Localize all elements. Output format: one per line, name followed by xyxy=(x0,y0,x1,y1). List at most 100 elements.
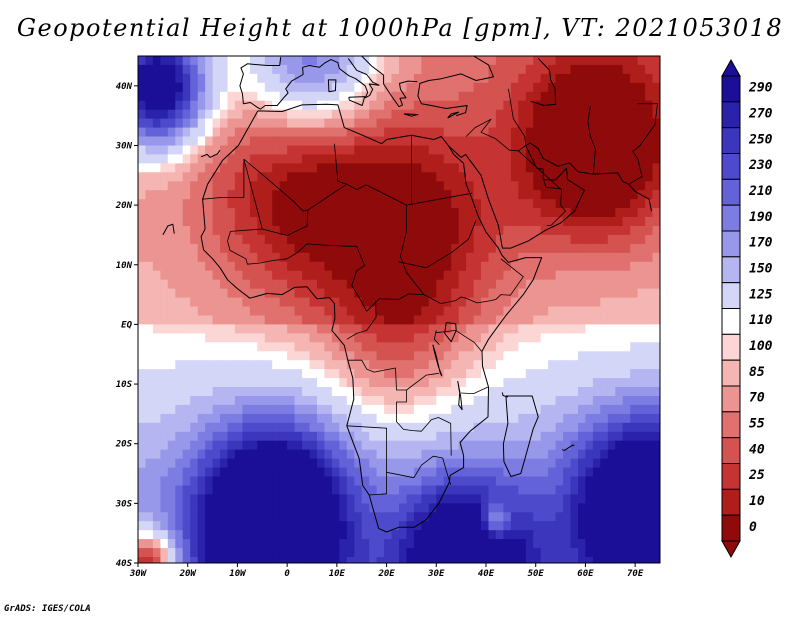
field-cell xyxy=(190,324,199,334)
field-cell xyxy=(421,163,430,173)
field-cell xyxy=(399,467,408,478)
field-cell xyxy=(264,333,273,343)
field-cell xyxy=(540,530,549,540)
field-cell xyxy=(466,557,475,563)
field-cell xyxy=(376,378,385,388)
field-cell xyxy=(652,539,660,549)
field-cell xyxy=(622,458,631,469)
field-cell xyxy=(287,279,296,290)
field-cell xyxy=(555,557,564,563)
coast-cyprus xyxy=(447,111,460,119)
field-cell xyxy=(167,548,176,558)
field-cell xyxy=(272,360,281,370)
field-cell xyxy=(399,521,408,531)
field-cell xyxy=(495,494,504,504)
field-cell xyxy=(331,422,340,433)
field-cell xyxy=(637,351,646,361)
field-cell xyxy=(637,109,646,120)
field-cell xyxy=(152,324,161,334)
field-cell xyxy=(212,557,221,563)
field-cell xyxy=(533,261,542,272)
field-cell xyxy=(652,136,660,146)
field-cell xyxy=(563,449,572,460)
field-cell xyxy=(294,127,303,138)
field-cell xyxy=(399,315,408,325)
field-cell xyxy=(406,82,415,93)
field-cell xyxy=(145,539,154,549)
field-cell xyxy=(302,485,311,495)
field-cell xyxy=(369,539,378,549)
field-cell xyxy=(182,190,191,200)
field-cell xyxy=(249,494,258,504)
field-cell xyxy=(249,539,258,549)
field-cell xyxy=(317,369,326,379)
field-cell xyxy=(540,217,549,227)
field-cell xyxy=(548,539,557,549)
field-cell xyxy=(473,226,482,236)
field-cell xyxy=(324,127,333,138)
field-cell xyxy=(585,404,594,415)
field-cell xyxy=(563,154,572,164)
field-cell xyxy=(443,190,452,200)
field-cell xyxy=(630,136,639,146)
field-cell xyxy=(413,422,422,433)
field-cell xyxy=(578,208,587,218)
field-cell xyxy=(518,557,527,563)
field-cell xyxy=(399,154,408,164)
field-cell xyxy=(369,136,378,146)
field-cell xyxy=(503,64,512,75)
field-cell xyxy=(630,279,639,290)
field-cell xyxy=(481,270,490,281)
field-cell xyxy=(473,91,482,102)
field-cell xyxy=(406,270,415,281)
field-cell xyxy=(488,199,497,209)
field-cell xyxy=(615,422,624,433)
field-cell xyxy=(436,226,445,236)
field-cell xyxy=(645,252,654,263)
field-cell xyxy=(436,181,445,191)
field-cell xyxy=(585,163,594,173)
field-cell xyxy=(443,127,452,138)
field-cell xyxy=(533,199,542,209)
field-cell xyxy=(533,73,542,84)
field-cell xyxy=(630,91,639,102)
field-cell xyxy=(443,458,452,469)
field-cell xyxy=(257,288,266,299)
field-cell xyxy=(570,234,579,245)
field-cell xyxy=(182,494,191,504)
field-cell xyxy=(376,226,385,236)
field-cell xyxy=(220,243,229,254)
field-cell xyxy=(615,315,624,325)
field-cell xyxy=(234,548,243,558)
field-cell xyxy=(279,387,288,397)
field-cell xyxy=(339,387,348,397)
field-cell xyxy=(309,172,318,182)
field-cell xyxy=(317,100,326,111)
field-cell xyxy=(331,521,340,531)
field-cell xyxy=(652,413,660,424)
field-cell xyxy=(540,494,549,504)
field-cell xyxy=(570,539,579,549)
field-cell xyxy=(197,333,206,343)
field-cell xyxy=(220,82,229,93)
field-cell xyxy=(294,476,303,486)
field-cell xyxy=(234,530,243,540)
coast-capeverde xyxy=(162,223,175,236)
field-cell xyxy=(428,548,437,558)
field-cell xyxy=(563,243,572,254)
field-cell xyxy=(488,413,497,424)
field-cell xyxy=(413,56,422,66)
field-cell xyxy=(518,288,527,299)
field-cell xyxy=(406,127,415,138)
field-cell xyxy=(406,521,415,531)
field-cell xyxy=(451,145,460,155)
field-cell xyxy=(182,56,191,66)
field-cell xyxy=(548,467,557,478)
field-cell xyxy=(339,252,348,263)
field-cell xyxy=(540,208,549,218)
field-cell xyxy=(279,181,288,191)
plot-frame xyxy=(137,55,661,564)
field-cell xyxy=(495,64,504,75)
field-cell xyxy=(495,315,504,325)
field-cell xyxy=(369,243,378,254)
